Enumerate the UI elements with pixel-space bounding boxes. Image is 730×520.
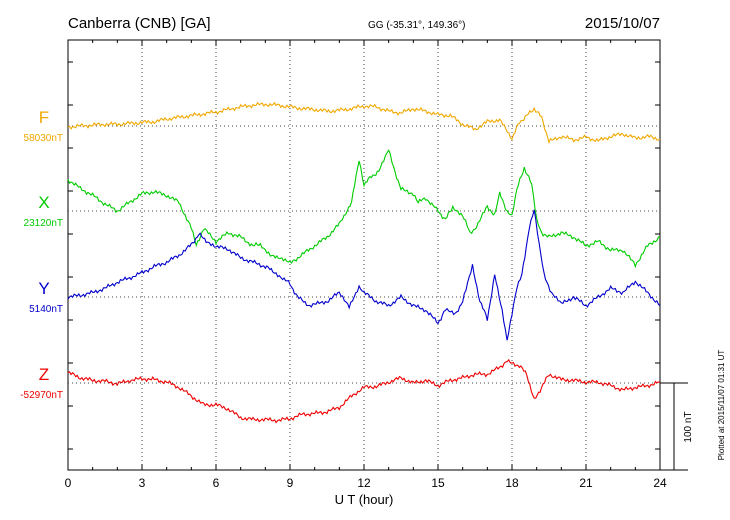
series-name-y: Y — [38, 279, 49, 298]
x-tick-label: 12 — [357, 476, 371, 490]
x-tick-label: 3 — [139, 476, 146, 490]
series-labels: F 58030nT X 23120nT Y 5140nT Z -52970nT — [20, 108, 63, 401]
scale-bar: 100 nT — [660, 382, 694, 471]
series-baseline-f: 58030nT — [24, 133, 63, 144]
series-line-x — [67, 149, 661, 269]
x-tick-label: 24 — [653, 476, 667, 490]
plotted-at-stamp: Plotted at 2015/11/07 01:31 UT — [717, 350, 726, 461]
series-name-x: X — [38, 193, 49, 212]
series-line-y — [67, 209, 661, 341]
station-title: Canberra (CNB) [GA] — [68, 15, 211, 32]
x-tick-label: 21 — [579, 476, 593, 490]
coordinates-label: GG (-35.31°, 149.36°) — [368, 20, 466, 31]
series-name-z: Z — [39, 365, 49, 384]
series-baseline-x: 23120nT — [24, 218, 63, 229]
series-name-f: F — [39, 108, 49, 127]
series-line-z — [67, 358, 661, 424]
series-baseline-y: 5140nT — [29, 304, 63, 315]
x-tick-label: 15 — [431, 476, 445, 490]
x-tick-label: 18 — [505, 476, 519, 490]
x-tick-label: 0 — [65, 476, 72, 490]
series-baseline-z: -52970nT — [20, 390, 63, 401]
x-axis-label: U T (hour) — [335, 492, 394, 507]
x-tick-label: 6 — [213, 476, 220, 490]
grid — [68, 40, 660, 470]
series-line-f — [67, 101, 661, 145]
date-label: 2015/10/07 — [585, 15, 660, 32]
series-group — [67, 101, 661, 424]
scale-bar-label: 100 nT — [683, 411, 694, 442]
x-axis: 0 3 6 9 12 15 18 21 24 — [65, 40, 667, 490]
x-tick-label: 9 — [287, 476, 294, 490]
